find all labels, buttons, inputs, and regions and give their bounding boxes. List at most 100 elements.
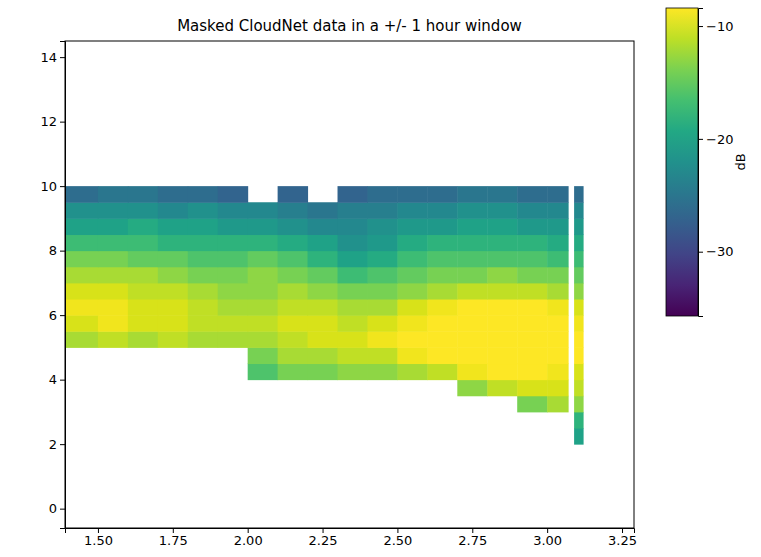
tick-label: 8: [49, 243, 57, 258]
cell: [574, 283, 583, 300]
cell: [574, 251, 583, 268]
cell: [487, 186, 517, 203]
tick: 3.00: [533, 528, 562, 548]
cell: [248, 364, 278, 381]
cell: [188, 283, 218, 300]
cell: [427, 235, 457, 252]
cell: [547, 267, 568, 284]
cell: [487, 299, 517, 316]
cell: [128, 186, 158, 203]
cell: [457, 202, 487, 219]
tick: 14: [40, 50, 65, 65]
cell: [574, 202, 583, 219]
cell: [397, 347, 427, 364]
cell: [547, 235, 568, 252]
cell: [98, 186, 128, 203]
cell: [457, 186, 487, 203]
cell: [487, 331, 517, 348]
tick: 8: [49, 243, 65, 258]
cell: [98, 218, 128, 235]
cell: [487, 218, 517, 235]
cell: [427, 299, 457, 316]
tick-label: 4: [49, 372, 57, 387]
cell: [65, 235, 98, 252]
tick-mark: [698, 252, 703, 253]
tick: 1.75: [159, 528, 188, 548]
tick-mark: [60, 509, 65, 510]
cell: [218, 299, 248, 316]
cell: [128, 235, 158, 252]
cell: [338, 267, 368, 284]
cell: [547, 186, 568, 203]
cell: [367, 315, 397, 332]
cell: [98, 315, 128, 332]
tick: −30: [698, 244, 733, 259]
cell: [248, 347, 278, 364]
tick: −20: [698, 132, 733, 147]
cell: [128, 202, 158, 219]
tick-label: 2.25: [309, 533, 338, 548]
cell: [457, 267, 487, 284]
cell: [427, 202, 457, 219]
tick: 2: [49, 437, 65, 452]
cell: [338, 364, 368, 381]
cell: [517, 283, 547, 300]
cell: [457, 347, 487, 364]
cell: [188, 202, 218, 219]
cell: [517, 235, 547, 252]
cell: [128, 283, 158, 300]
cell: [248, 235, 278, 252]
cell: [338, 331, 368, 348]
cell: [128, 299, 158, 316]
cell: [517, 315, 547, 332]
cell: [218, 267, 248, 284]
cell: [457, 315, 487, 332]
cell: [65, 202, 98, 219]
cell: [98, 202, 128, 219]
cell: [547, 315, 568, 332]
tick-label: −10: [706, 19, 733, 34]
cell: [248, 299, 278, 316]
tick: 2.00: [234, 528, 263, 548]
cell: [218, 235, 248, 252]
cell: [517, 186, 547, 203]
cell: [98, 267, 128, 284]
cell: [158, 202, 188, 219]
cell: [517, 331, 547, 348]
cell: [278, 251, 308, 268]
cell: [188, 331, 218, 348]
cell: [65, 283, 98, 300]
cell: [547, 202, 568, 219]
tick: 1.50: [84, 528, 113, 548]
cell: [457, 364, 487, 381]
tick-label: 2: [49, 437, 57, 452]
cell: [158, 267, 188, 284]
cell: [65, 299, 98, 316]
tick-mark: [60, 380, 65, 381]
cell: [397, 315, 427, 332]
cell: [308, 364, 338, 381]
cell: [308, 202, 338, 219]
tick-label: 12: [40, 114, 57, 129]
cell: [188, 267, 218, 284]
cell: [547, 347, 568, 364]
tick-label: 0: [49, 501, 57, 516]
cell: [218, 186, 248, 203]
cell: [278, 186, 308, 203]
cell: [427, 218, 457, 235]
cell: [457, 235, 487, 252]
tick-mark: [60, 57, 65, 58]
tick-mark: [60, 444, 65, 445]
cell: [65, 267, 98, 284]
tick-label: −30: [706, 244, 733, 259]
cell: [547, 364, 568, 381]
cell: [278, 315, 308, 332]
cell: [158, 283, 188, 300]
title: Masked CloudNet data in a +/- 1 hour win…: [177, 17, 522, 35]
cell: [457, 283, 487, 300]
cell: [308, 315, 338, 332]
tick: 10: [40, 179, 65, 194]
cell: [338, 186, 368, 203]
cell: [248, 267, 278, 284]
tick-label: 10: [40, 179, 57, 194]
